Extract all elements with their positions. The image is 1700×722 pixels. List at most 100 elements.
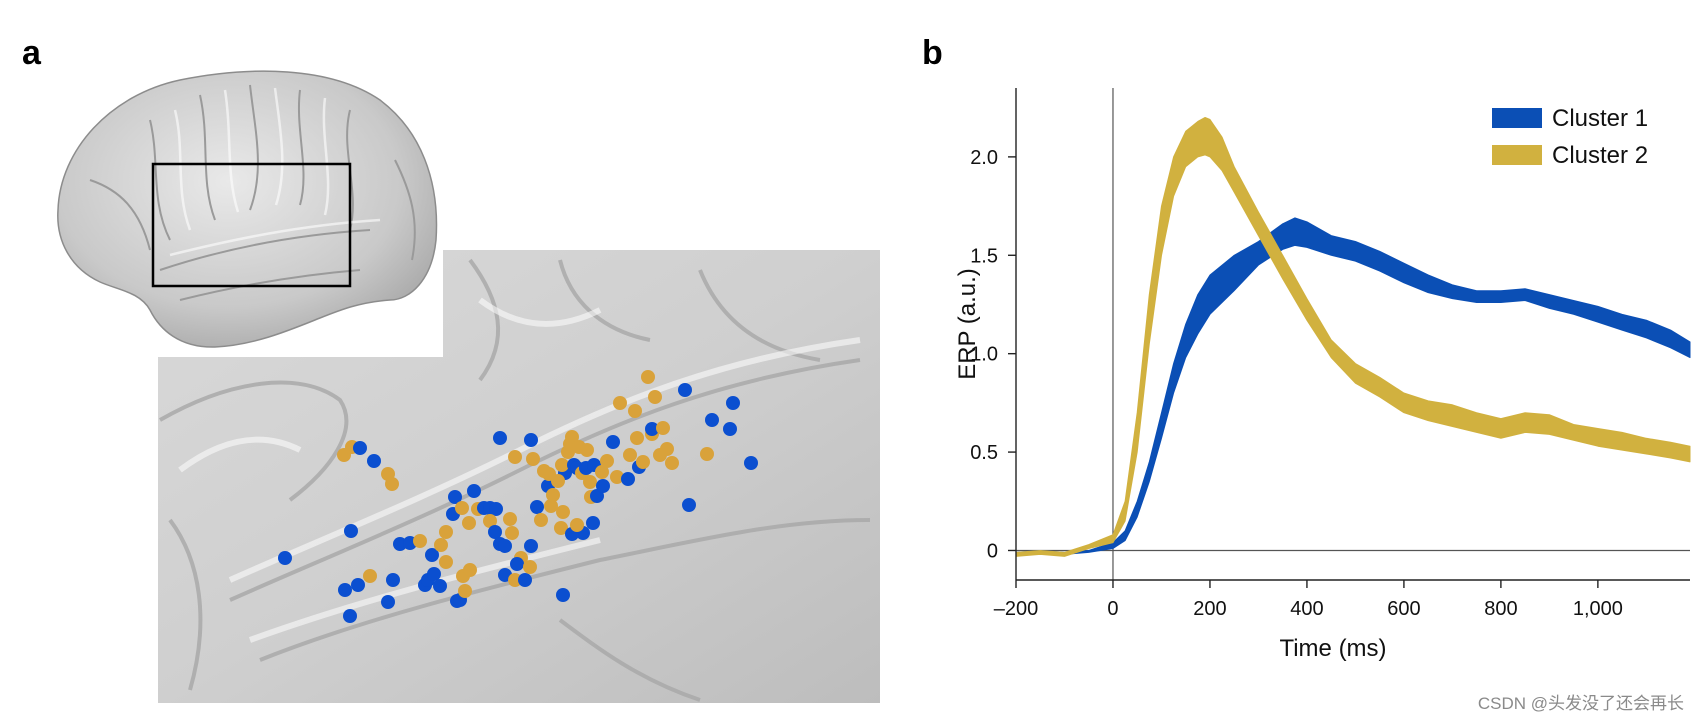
electrode-dot: [551, 474, 565, 488]
electrode-dot: [580, 443, 594, 457]
zoom-region-box: [151, 162, 352, 288]
electrode-dot: [524, 539, 538, 553]
electrode-dot: [600, 454, 614, 468]
y-tick-label: 1.0: [970, 344, 998, 366]
electrode-dot: [433, 579, 447, 593]
electrode-dot: [427, 567, 441, 581]
electrode-dot: [583, 475, 597, 489]
y-tick-label: 2.0: [970, 147, 998, 169]
electrode-dot: [555, 458, 569, 472]
electrode-dot: [413, 534, 427, 548]
electrode-dot: [343, 609, 357, 623]
electrode-dot: [613, 396, 627, 410]
electrode-dot: [363, 569, 377, 583]
watermark: CSDN @头发没了还会再长: [1477, 694, 1684, 713]
electrode-dot: [556, 588, 570, 602]
y-tick-label: 0.5: [970, 442, 998, 464]
legend-swatch-1: [1492, 108, 1542, 128]
electrode-dot: [503, 512, 517, 526]
electrode-dot: [544, 499, 558, 513]
electrode-dot: [439, 525, 453, 539]
electrode-dot: [467, 484, 481, 498]
electrode-dot: [700, 447, 714, 461]
y-axis-label: ERP (a.u.): [954, 268, 981, 380]
brain-illustration: [57, 70, 880, 703]
x-tick-label: 400: [1290, 598, 1323, 620]
electrode-dot: [483, 514, 497, 528]
electrode-dot: [556, 505, 570, 519]
electrode-dots: [278, 370, 758, 623]
x-tick-label: 800: [1484, 598, 1517, 620]
x-tick-label: 0: [1107, 598, 1118, 620]
electrode-dot: [596, 479, 610, 493]
electrode-dot: [665, 456, 679, 470]
electrode-dot: [381, 595, 395, 609]
electrode-dot: [493, 431, 507, 445]
electrode-dot: [367, 454, 381, 468]
electrode-dot: [630, 431, 644, 445]
electrode-dot: [530, 500, 544, 514]
electrode-dot: [682, 498, 696, 512]
electrode-dot: [385, 477, 399, 491]
x-tick-label: 600: [1387, 598, 1420, 620]
electrode-dot: [338, 583, 352, 597]
electrode-dot: [448, 490, 462, 504]
electrode-dot: [337, 448, 351, 462]
erp-chart: 0 0.5 1.0 1.5 2.0 –200 0 200 400 600 800 1,000 Time …: [954, 88, 1691, 662]
series-band-1: [1015, 217, 1691, 555]
electrode-dot: [439, 555, 453, 569]
legend-swatch-2: [1492, 145, 1542, 165]
electrode-dot: [595, 465, 609, 479]
electrode-dot: [351, 578, 365, 592]
electrode-dot: [462, 516, 476, 530]
series-band-2: [1015, 117, 1691, 557]
electrode-dot: [621, 472, 635, 486]
electrode-dot: [510, 557, 524, 571]
electrode-dot: [656, 421, 670, 435]
x-tick-label: 200: [1193, 598, 1226, 620]
electrode-dot: [278, 551, 292, 565]
electrode-dot: [488, 525, 502, 539]
electrode-dot: [505, 526, 519, 540]
electrode-dot: [498, 539, 512, 553]
electrode-dot: [636, 455, 650, 469]
electrode-dot: [458, 584, 472, 598]
electrode-dot: [565, 430, 579, 444]
electrode-dot: [744, 456, 758, 470]
panel-a-label: a: [22, 34, 41, 72]
electrode-dot: [534, 513, 548, 527]
y-tick-label: 1.5: [970, 245, 998, 267]
electrode-dot: [353, 441, 367, 455]
electrode-dot: [518, 573, 532, 587]
x-tick-label: 1,000: [1573, 598, 1623, 620]
y-tick-label: 0: [987, 540, 998, 562]
electrode-dot: [386, 573, 400, 587]
panel-a: a: [22, 34, 880, 703]
electrode-dot: [705, 413, 719, 427]
electrode-dot: [546, 488, 560, 502]
legend-label-2: Cluster 2: [1552, 142, 1648, 169]
whole-brain: [57, 70, 438, 348]
panel-b-label: b: [922, 34, 943, 72]
electrode-dot: [723, 422, 737, 436]
electrode-dot: [645, 422, 659, 436]
electrode-dot: [586, 516, 600, 530]
electrode-dot: [524, 433, 538, 447]
electrode-dot: [463, 563, 477, 577]
electrode-dot: [641, 370, 655, 384]
electrode-dot: [660, 442, 674, 456]
electrode-dot: [623, 448, 637, 462]
electrode-dot: [455, 501, 469, 515]
panel-b: b 0 0.5 1.0 1.5 2.0 –200 0 200 400 600 800 1,000 Tim…: [900, 0, 1700, 722]
electrode-dot: [526, 452, 540, 466]
electrode-dot: [678, 383, 692, 397]
electrode-dot: [508, 573, 522, 587]
electrode-dot: [648, 390, 662, 404]
x-tick-label: –200: [994, 598, 1039, 620]
electrode-dot: [628, 404, 642, 418]
electrode-dot: [726, 396, 740, 410]
electrode-dot: [570, 518, 584, 532]
electrode-dot: [610, 470, 624, 484]
electrode-dot: [606, 435, 620, 449]
legend-label-1: Cluster 1: [1552, 105, 1648, 132]
